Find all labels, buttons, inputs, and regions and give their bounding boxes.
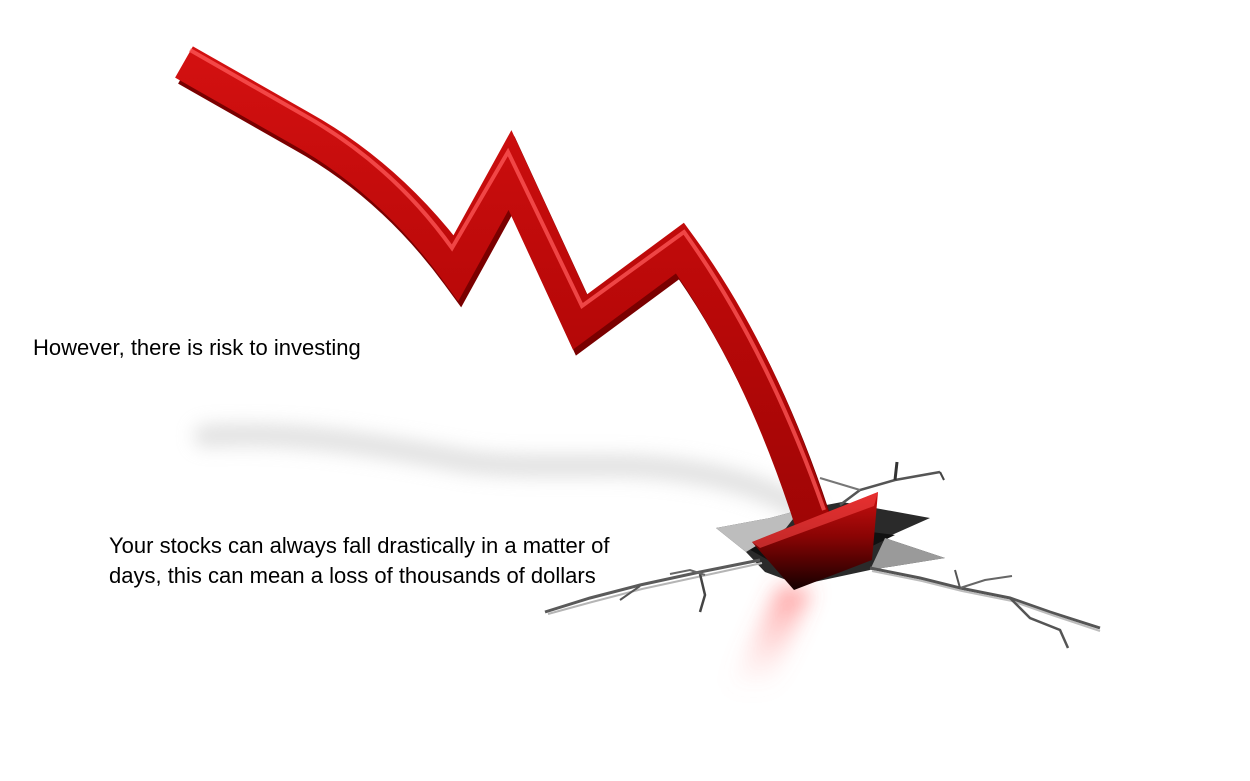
loss-caption: Your stocks can always fall drastically …	[109, 531, 699, 591]
impact-glow	[728, 585, 812, 690]
loss-caption-line-1: Your stocks can always fall drastically …	[109, 533, 610, 558]
risk-caption: However, there is risk to investing	[33, 335, 361, 360]
loss-caption-line-2: days, this can mean a loss of thousands …	[109, 563, 596, 588]
falling-arrow-icon	[175, 46, 878, 590]
arrow-shadow	[194, 423, 816, 523]
